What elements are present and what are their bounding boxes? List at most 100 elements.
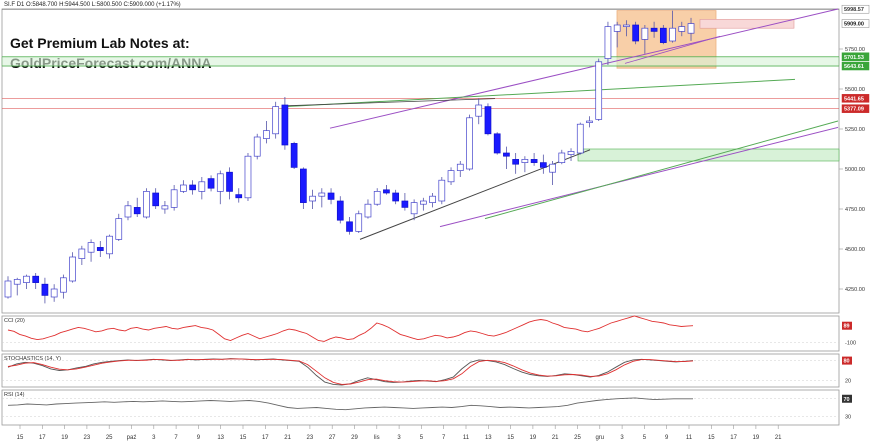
x-tick-label: gru [595,435,604,441]
candle-body [558,152,566,163]
candle-body [392,192,400,202]
candle [438,177,446,205]
candle-body [41,283,49,296]
price-label-box [841,19,870,28]
open-value: O:5848.700 [26,2,58,8]
candle [318,188,326,208]
x-tick-label: 5 [420,435,424,441]
candle-body [512,159,520,165]
candle-body [207,178,215,189]
low-value: L:5800.500 [91,2,122,8]
candle-body [466,117,473,170]
candle-body [161,205,169,210]
candle-body [327,192,335,200]
lower-purple-support-line [439,126,839,228]
candle-body [456,163,464,171]
candle-body [69,256,76,282]
x-tick-label: 19 [753,435,760,441]
candle-body [475,104,483,117]
price-label-text: 5377.09 [844,107,864,113]
candle [124,201,132,221]
price-label: 5701.53 [841,52,870,62]
price-label-box [841,52,870,62]
candle [539,154,547,174]
candle [420,197,427,211]
rsi-title: RSI (14) [4,392,25,398]
candle-body [235,194,243,199]
cci-title: CCI (20) [4,318,25,324]
price-label-text: 5909.00 [844,22,864,28]
candle-body [115,218,123,240]
candle-body [198,181,206,192]
x-tick-label: 15 [17,435,24,441]
x-tick-label: 17 [730,435,737,441]
candle [687,17,695,41]
candle-body [170,189,178,208]
x-tick-label: 11 [463,435,470,441]
candle-body [355,213,363,232]
candle [493,132,501,155]
candle [410,199,418,221]
x-tick-label: 13 [485,435,492,441]
candle [669,10,676,43]
candle-body [143,191,150,218]
stoch-panel-frame [1,353,840,388]
candle [50,284,58,302]
candle [484,103,492,136]
cci-tick-label: -100 [845,340,856,346]
close-value: C:5909.000 [123,2,155,8]
candle-body [253,136,261,157]
x-tick-label: paź [127,435,137,441]
price-label-text: 5998.57 [844,7,864,13]
x-tick-label: 9 [665,435,669,441]
rsi-line [7,397,693,411]
candle [207,175,215,192]
x-tick-label: 21 [552,435,559,441]
candle [576,122,584,155]
gray-top-line [284,98,496,107]
candle-body [576,123,584,154]
promo-line-1: Get Premium Lab Notes at: [10,35,190,51]
price-label-box [841,94,870,103]
x-tick-label: 23 [84,435,91,441]
candle-body [429,195,436,203]
candle-body [539,162,547,168]
candle-body [678,26,686,32]
x-tick-label: 29 [351,435,358,441]
candle [69,252,76,283]
candle [604,21,612,65]
x-tick-label: 25 [106,435,113,441]
instrument-header: SI.F D1 O:5848.700 H:5944.500 L:5800.500… [4,2,181,8]
x-tick-label: 17 [39,435,46,441]
candle-body [281,104,289,146]
candle [503,146,510,169]
candle [32,273,40,289]
y-tick-label: 5500.00 [845,87,865,93]
candle [456,161,464,177]
price-label-box [841,4,870,14]
candle [4,276,12,299]
candle [327,188,335,205]
candle [346,217,353,235]
candle-body [300,168,307,203]
candle [198,177,206,200]
candle [60,274,67,299]
candle-body [604,26,612,59]
x-tick-label: 7 [174,435,178,441]
x-tick-label: 17 [262,435,269,441]
candle-body [318,192,326,197]
candle-body [401,200,409,208]
candle-body [263,130,270,139]
candle-body [623,24,630,27]
y-tick-label: 5750.00 [845,47,865,53]
candle [613,21,621,48]
candle-body [23,275,30,283]
candle [96,241,104,257]
candle-body [152,192,160,207]
candle-body [530,159,538,163]
candle [189,180,196,195]
price-label-box [841,61,870,71]
candle-body [336,200,344,221]
candle [401,193,409,211]
candle [309,189,316,209]
